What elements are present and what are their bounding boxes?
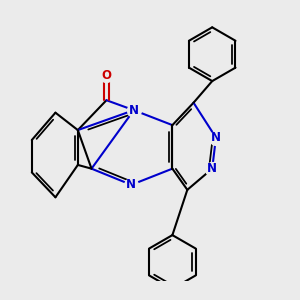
Text: N: N — [126, 178, 136, 191]
Text: O: O — [101, 69, 112, 82]
Text: N: N — [207, 162, 217, 175]
Text: N: N — [129, 104, 139, 117]
Text: N: N — [211, 131, 221, 144]
